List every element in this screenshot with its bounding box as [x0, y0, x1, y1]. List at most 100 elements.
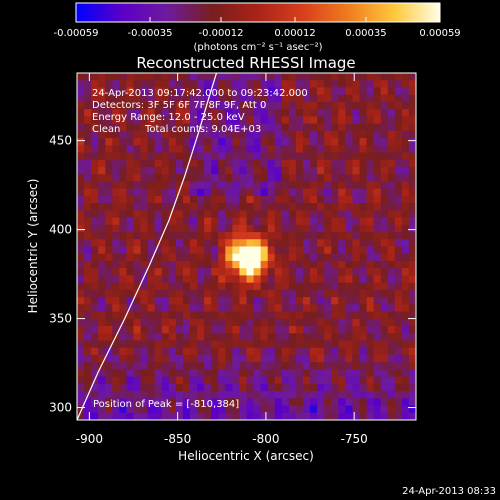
heatmap-cell [112, 347, 120, 356]
heatmap-cell [310, 145, 318, 154]
annotation-detectors: Detectors: 3F 5F 6F 7F 8F 9F, Att 0 [92, 100, 266, 111]
heatmap-cell [317, 347, 325, 356]
heatmap-cell [345, 340, 354, 349]
heatmap-cell [267, 311, 276, 320]
heatmap-cell [281, 260, 290, 269]
heatmap-cell [303, 152, 311, 161]
heatmap-cell [232, 145, 241, 154]
heatmap-cell [197, 152, 205, 161]
heatmap-cell [105, 101, 113, 110]
y-tick-label: 300 [49, 401, 72, 415]
heatmap-cell [147, 246, 156, 255]
heatmap-cell [168, 340, 177, 349]
heatmap-cell [274, 347, 283, 356]
heatmap-cell [239, 109, 248, 117]
heatmap-cell [288, 101, 297, 110]
heatmap-cell [324, 318, 332, 327]
heatmap-cell [112, 181, 120, 190]
heatmap-cell [91, 253, 99, 262]
heatmap-cell [98, 383, 106, 392]
heatmap-cell [175, 318, 184, 327]
heatmap-cell [253, 246, 262, 255]
heatmap-cell [281, 145, 290, 154]
heatmap-cell [119, 195, 128, 204]
heatmap-cell [253, 376, 262, 385]
heatmap-cell [225, 311, 233, 320]
heatmap-cell [331, 326, 339, 334]
heatmap-cell [380, 239, 389, 248]
heatmap-cell [98, 253, 106, 262]
heatmap-cell [303, 246, 311, 255]
heatmap-cell [140, 80, 149, 89]
heatmap-cell [274, 224, 283, 233]
heatmap-cell [190, 297, 198, 305]
heatmap-cell [345, 101, 354, 110]
heatmap-cell [373, 159, 382, 168]
heatmap-cell [154, 297, 163, 305]
heatmap-cell [359, 333, 368, 342]
heatmap-cell [267, 87, 276, 96]
heatmap-cell [408, 318, 416, 327]
heatmap-cell [91, 138, 99, 146]
heatmap-cell [239, 412, 248, 420]
heatmap-cell [317, 159, 325, 168]
heatmap-cell [303, 109, 311, 117]
heatmap-cell [197, 116, 205, 125]
heatmap-cell [190, 347, 198, 356]
heatmap-cell [394, 268, 403, 277]
heatmap-cell [105, 405, 113, 414]
heatmap-cell [161, 253, 170, 262]
heatmap-cell [359, 326, 368, 334]
heatmap-cell [147, 253, 156, 262]
heatmap-cell [147, 376, 156, 385]
heatmap-cell [317, 304, 325, 313]
heatmap-cell [295, 138, 304, 146]
heatmap-cell [105, 166, 113, 175]
heatmap-cell [387, 354, 396, 363]
heatmap-cell [182, 246, 191, 255]
heatmap-cell [197, 268, 205, 277]
heatmap-cell [105, 412, 113, 420]
heatmap-cell [317, 116, 325, 125]
heatmap-cell [182, 268, 191, 277]
heatmap-cell [182, 260, 191, 269]
heatmap-cell [175, 311, 184, 320]
heatmap-cell [140, 145, 149, 154]
heatmap-cell [246, 398, 255, 407]
heatmap-cell [295, 376, 304, 385]
heatmap-cell [331, 123, 339, 132]
heatmap-cell [232, 130, 241, 139]
heatmap-cell [331, 297, 339, 305]
heatmap-cell [331, 304, 339, 313]
heatmap-cell [204, 123, 212, 132]
heatmap-cell [260, 159, 269, 168]
heatmap-cell [387, 174, 396, 183]
heatmap-cell [359, 239, 368, 248]
heatmap-cell [218, 232, 226, 240]
heatmap-cell [218, 289, 226, 298]
heatmap-cell [211, 318, 219, 327]
heatmap-cell [197, 304, 205, 313]
heatmap-cell [112, 145, 120, 154]
heatmap-cell [373, 116, 382, 125]
heatmap-cell [218, 246, 226, 255]
heatmap-cell [303, 391, 311, 399]
heatmap-cell [394, 94, 403, 103]
heatmap-cell [373, 152, 382, 161]
heatmap-cell [317, 232, 325, 240]
heatmap-cell [295, 166, 304, 175]
heatmap-cell [281, 289, 290, 298]
heatmap-cell [387, 130, 396, 139]
heatmap-cell [324, 87, 332, 96]
heatmap-cell [359, 116, 368, 125]
heatmap-cell [295, 282, 304, 291]
heatmap-cell [105, 224, 113, 233]
heatmap-cell [401, 340, 410, 349]
heatmap-cell [288, 239, 297, 248]
heatmap-cell [359, 210, 368, 219]
heatmap-cell [274, 405, 283, 414]
heatmap-cell [338, 224, 346, 233]
heatmap-cell [239, 289, 248, 298]
heatmap-cell [98, 188, 106, 197]
heatmap-cell [91, 282, 99, 291]
